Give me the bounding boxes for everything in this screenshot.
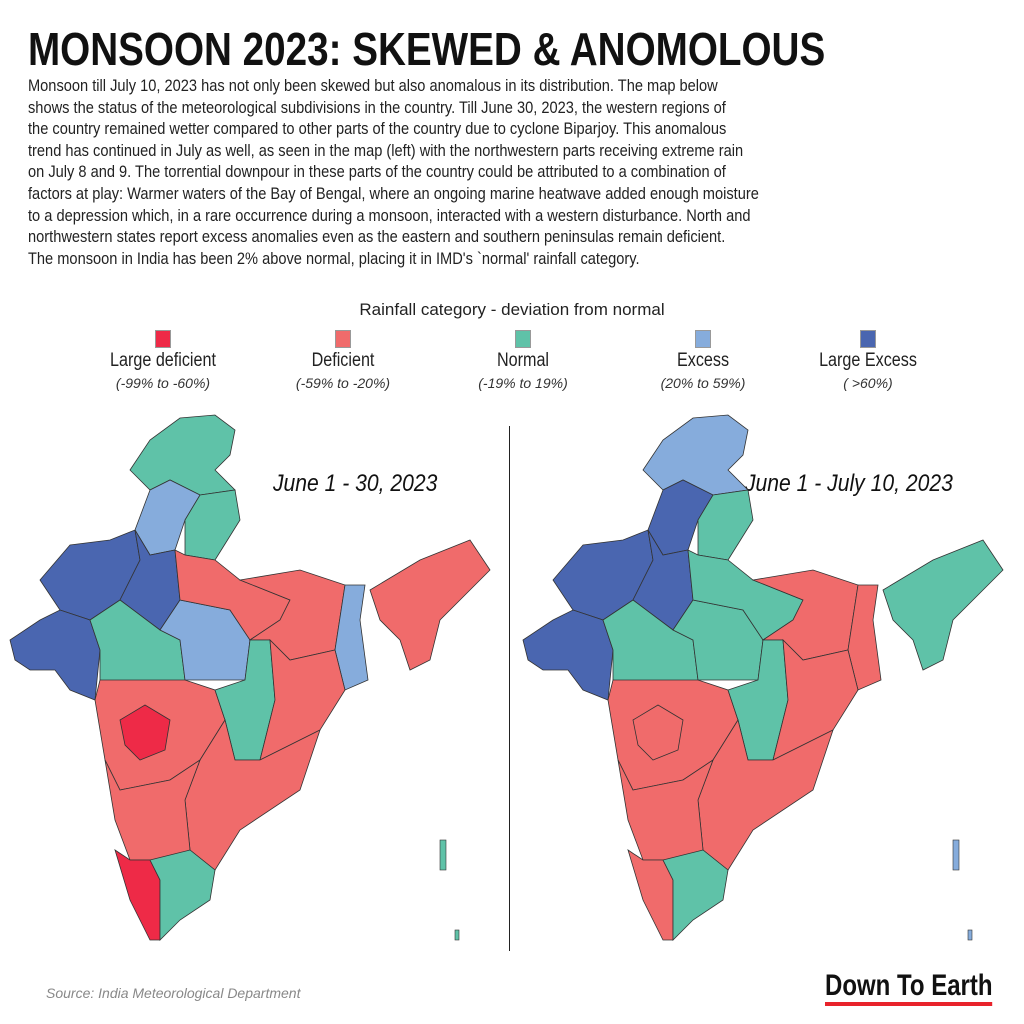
description-line: on July 8 and 9. The torrential downpour… bbox=[28, 162, 726, 182]
region-ne bbox=[882, 539, 1004, 671]
description-line: trend has continued in July as well, as … bbox=[28, 140, 744, 160]
legend-swatch bbox=[335, 330, 351, 348]
region-marathwada bbox=[119, 704, 171, 761]
region-marathwada bbox=[632, 704, 684, 761]
legend-range: (-99% to -60%) bbox=[115, 375, 211, 391]
region-jk bbox=[642, 414, 749, 496]
legend-item: Normal (-19% to 19%) bbox=[433, 330, 613, 391]
down-to-earth-logo: Down To Earth bbox=[825, 970, 993, 1006]
region-jk bbox=[129, 414, 236, 496]
divider bbox=[509, 426, 510, 951]
legend-label: Large Excess bbox=[819, 350, 917, 371]
legend-item: Deficient (-59% to -20%) bbox=[253, 330, 433, 391]
region-tn bbox=[149, 849, 216, 941]
region-karn bbox=[617, 758, 714, 861]
legend-item: Excess (20% to 59%) bbox=[613, 330, 793, 391]
description: Monsoon till July 10, 2023 has not only … bbox=[28, 75, 878, 269]
legend-swatch bbox=[155, 330, 171, 348]
legend-item: Large Excess ( >60%) bbox=[778, 330, 958, 391]
legend-range: (20% to 59%) bbox=[660, 375, 746, 391]
map-june-july bbox=[522, 414, 1004, 941]
description-line: northwestern states report excess anomal… bbox=[28, 227, 726, 247]
legend-label: Deficient bbox=[311, 350, 375, 371]
description-line: The monsoon in India has been 2% above n… bbox=[28, 248, 640, 268]
island-region bbox=[454, 929, 460, 941]
region-gujarat bbox=[522, 609, 614, 701]
region-tn bbox=[662, 849, 729, 941]
legend-swatch bbox=[695, 330, 711, 348]
description-line: Monsoon till July 10, 2023 has not only … bbox=[28, 76, 718, 95]
description-line: the country remained wetter compared to … bbox=[28, 119, 727, 139]
page-title: MONSOON 2023: SKEWED & ANOMOLOUS bbox=[28, 23, 826, 75]
source-note: Source: India Meteorological Department bbox=[46, 985, 301, 1001]
description-line: to a depression which, in a rare occurre… bbox=[28, 205, 751, 225]
legend-title: Rainfall category - deviation from norma… bbox=[359, 300, 665, 319]
region-gujarat bbox=[9, 609, 101, 701]
legend-label: Normal bbox=[496, 350, 550, 371]
india-maps bbox=[9, 414, 1004, 941]
map-left-period: June 1 - 30, 2023 bbox=[273, 470, 438, 497]
island-region bbox=[967, 929, 973, 941]
legend-swatch bbox=[515, 330, 531, 348]
description-line: shows the status of the meteorological s… bbox=[28, 97, 726, 117]
region-karn bbox=[104, 758, 201, 861]
region-ne bbox=[369, 539, 491, 671]
map-right-period: June 1 - July 10, 2023 bbox=[745, 470, 953, 497]
legend-range: ( >60%) bbox=[843, 375, 893, 391]
legend-item: Large deficient (-99% to -60%) bbox=[73, 330, 253, 391]
legend-range: (-19% to 19%) bbox=[478, 375, 568, 391]
legend-label: Excess bbox=[676, 350, 730, 371]
legend-range: (-59% to -20%) bbox=[295, 375, 391, 391]
island-region bbox=[952, 839, 960, 871]
island-region bbox=[439, 839, 447, 871]
legend-swatch bbox=[860, 330, 876, 348]
description-line: factors at play: Warmer waters of the Ba… bbox=[28, 183, 759, 203]
legend-label: Large deficient bbox=[110, 350, 216, 371]
map-june bbox=[9, 414, 491, 941]
